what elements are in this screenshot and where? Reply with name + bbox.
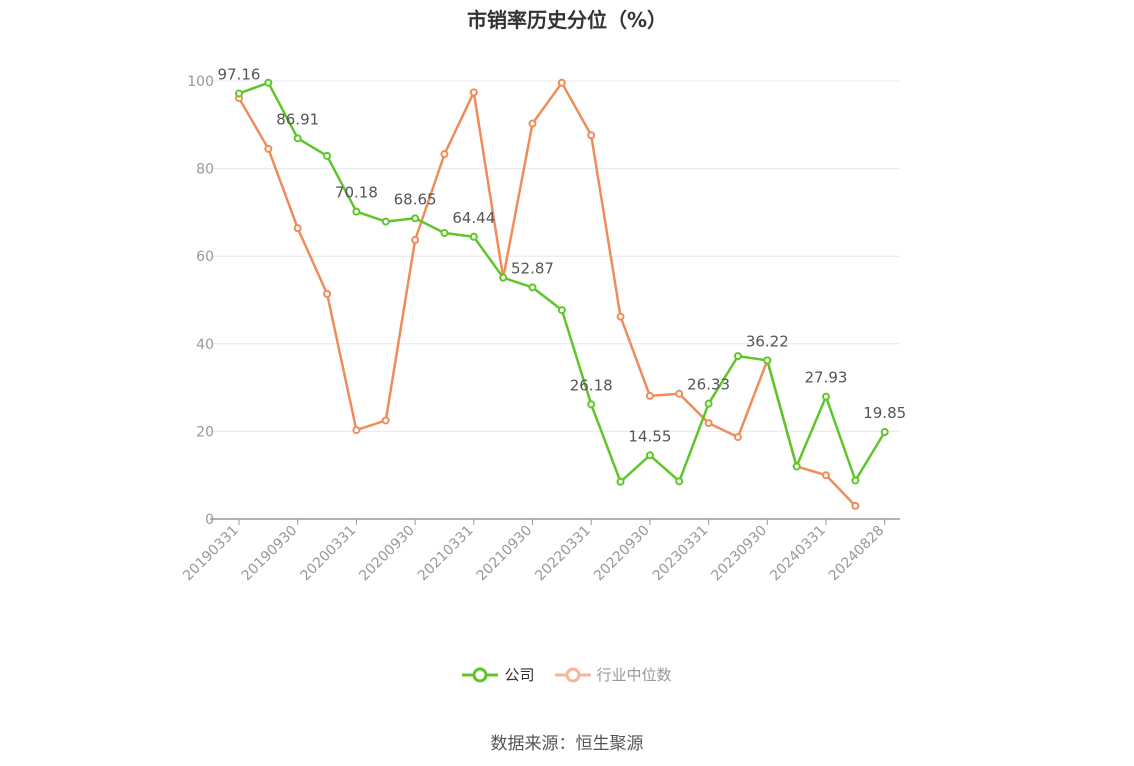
company-point [587,400,596,409]
x-tick-label: 20220930 [591,523,653,585]
company-point [469,232,478,241]
chart-title: 市销率历史分位（%） [466,8,668,32]
company-point [763,356,772,365]
industry-legend-icon [554,667,591,682]
industry-point [704,419,713,428]
x-tick-label: 20210331 [415,523,477,585]
legend-item-industry[interactable]: 行业中位数 [554,664,672,685]
company-point [733,352,742,361]
grid-lines [210,80,900,432]
company-line [238,81,886,484]
industry-point [411,235,420,244]
y-tick-label: 100 [187,74,214,90]
x-tick-label: 20240828 [826,523,888,585]
industry-point [557,78,566,87]
company-point [851,476,860,485]
company-point [323,151,332,160]
industry-point [469,88,478,97]
industry-point [733,433,742,442]
industry-point [352,426,361,435]
company-point [528,283,537,292]
company-point [557,306,566,315]
company-point [645,451,654,460]
y-tick-label: 0 [205,512,214,528]
company-point [499,273,508,282]
industry-point [675,389,684,398]
data-label: 19.85 [863,404,906,422]
data-points [235,78,889,510]
data-label: 64.44 [452,209,495,227]
company-point [792,462,801,471]
data-label: 86.91 [276,110,319,128]
data-label: 26.18 [570,376,613,394]
company-point [880,428,889,437]
industry-point [616,312,625,321]
company-point [704,399,713,408]
company-point [616,477,625,486]
data-label: 68.65 [394,190,437,208]
company-point [264,78,273,87]
x-tick-label: 20190331 [180,523,242,585]
legend: 公司 行业中位数 [0,664,1134,685]
data-label: 52.87 [511,259,554,277]
data-label: 26.33 [687,376,730,394]
company-point [675,477,684,486]
data-label: 70.18 [335,184,378,202]
company-point [822,392,830,401]
x-tick-label: 20240331 [767,523,829,585]
company-point [293,134,302,143]
x-tick-label: 20190930 [239,523,301,585]
data-label: 97.16 [218,65,261,83]
x-tick-label: 20220331 [532,523,594,585]
x-tick-label: 20200331 [298,523,360,585]
company-legend-icon [462,667,499,682]
data-label: 27.93 [805,369,848,387]
line-chart: 0 20 40 60 80 100 2019033120190930202003312020… [180,65,907,584]
company-point [381,217,390,226]
company-point [440,228,449,237]
industry-line [237,81,857,507]
x-tick-label: 20230930 [708,523,770,585]
company-point [411,214,420,223]
legend-label-company: 公司 [504,666,535,684]
x-tick-label: 20200930 [356,523,418,585]
industry-point [381,416,390,425]
x-tick-label: 20230331 [650,523,712,585]
legend-item-company[interactable]: 公司 [462,664,535,685]
company-point [352,207,361,216]
industry-point [264,144,273,153]
y-tick-label: 40 [196,337,214,353]
y-tick-label: 20 [196,424,214,440]
y-tick-label: 60 [196,249,214,265]
data-labels: 97.16 86.91 70.18 68.65 64.44 52.87 26.18 14.55… [218,65,907,445]
industry-point [851,501,860,510]
data-label: 14.55 [628,427,671,445]
legend-label-industry: 行业中位数 [596,666,672,684]
x-tick-label: 20210930 [474,523,536,585]
industry-point [440,150,449,159]
industry-point [293,224,302,233]
industry-point [528,119,537,128]
data-label: 36.22 [746,332,789,350]
industry-point [323,289,332,298]
series-lines [237,81,886,507]
industry-point [645,391,654,400]
industry-point [587,131,596,140]
company-point [235,89,243,98]
data-source-note: 数据来源：恒生聚源 [490,734,644,754]
y-tick-label: 80 [196,162,214,178]
axes: 0 20 40 60 80 100 2019033120190930202003312020… [180,74,900,584]
industry-point [822,471,830,480]
